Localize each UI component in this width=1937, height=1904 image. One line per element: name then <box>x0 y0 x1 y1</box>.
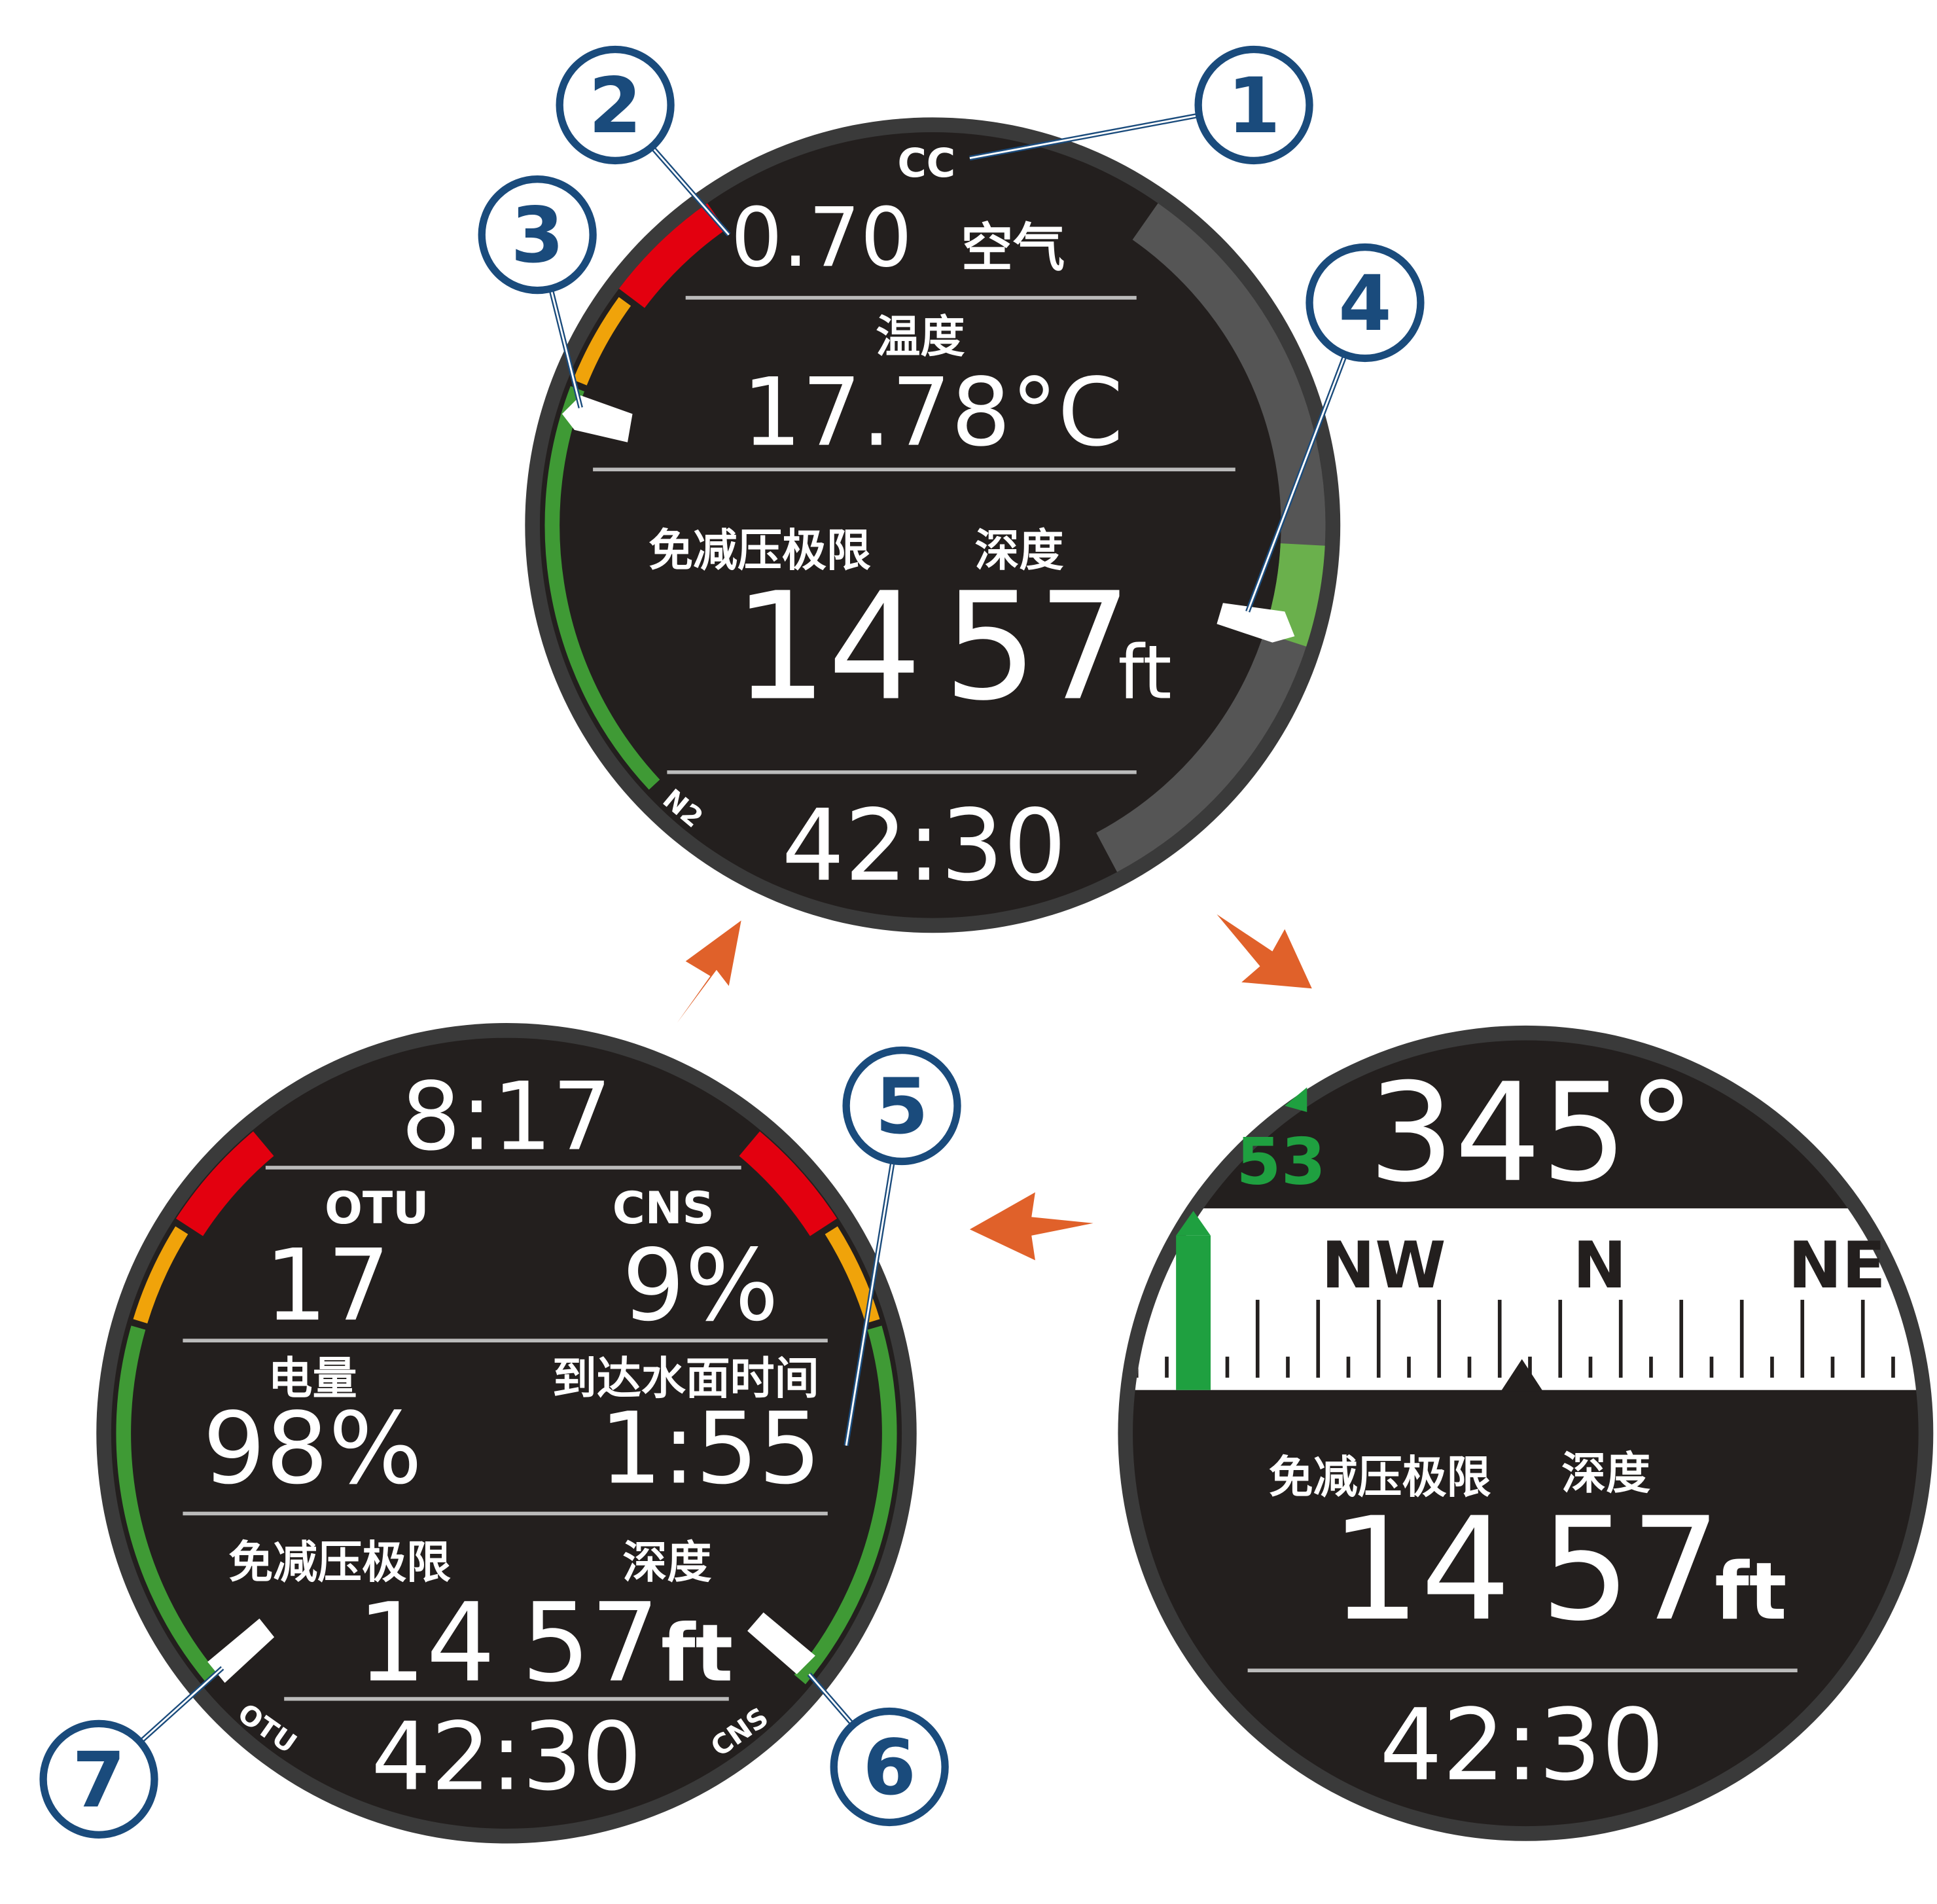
gauge-arc <box>133 1226 188 1324</box>
clock: 8:17 <box>401 1062 612 1172</box>
watch-screen <box>111 1037 902 1829</box>
heading-offset: 53 <box>1236 1124 1326 1199</box>
dive-time: 42:30 <box>781 788 1066 903</box>
unit: ft <box>661 1608 733 1699</box>
callout-number: 1 <box>1227 61 1280 151</box>
label: OTU <box>325 1183 429 1234</box>
label: 深度 <box>622 1537 711 1589</box>
gauge-marker <box>1217 603 1295 643</box>
gauge-arc <box>739 1131 838 1236</box>
callout-circle <box>830 1707 949 1827</box>
label: 电量 <box>268 1353 357 1405</box>
compass-dir: NE <box>1788 1229 1885 1303</box>
label: 到达水面时间 <box>552 1353 819 1405</box>
callout-circle <box>842 1046 961 1166</box>
label: 深度 <box>974 526 1063 577</box>
callout-circle <box>1306 243 1425 363</box>
ndl: 14 <box>1330 1488 1511 1653</box>
gauge-arc <box>618 203 726 308</box>
battery: 98% <box>203 1391 423 1506</box>
unit: ft <box>1118 630 1171 716</box>
depth: 57 <box>1540 1488 1721 1653</box>
temperature: 17.78°C <box>742 358 1124 467</box>
gauge-marker <box>747 1612 815 1674</box>
heading: 345° <box>1368 1054 1696 1212</box>
depth: 57 <box>522 1580 660 1706</box>
label: 免减压极限 <box>228 1537 451 1589</box>
ndl: 14 <box>357 1580 495 1706</box>
gauge-arc <box>794 1325 897 1685</box>
dive-time: 42:30 <box>1379 1687 1664 1803</box>
gauge-arc <box>573 296 631 386</box>
cns: 9% <box>622 1228 779 1343</box>
depth: 57 <box>944 562 1132 734</box>
label: 深度 <box>1561 1448 1650 1500</box>
bearing-marker <box>1176 1235 1211 1390</box>
callout-number: 2 <box>588 61 641 151</box>
callout-circle <box>39 1719 158 1839</box>
callout-circle <box>478 175 597 295</box>
callout-circle <box>556 45 675 165</box>
compass-band <box>1133 1208 1919 1390</box>
label: 免减压极限 <box>649 526 871 577</box>
label: 温度 <box>876 312 965 363</box>
tts: 1:55 <box>599 1391 821 1506</box>
label: 免减压极限 <box>1269 1452 1491 1503</box>
watch-screen <box>539 132 1326 918</box>
callout-number: 4 <box>1338 259 1391 348</box>
compass-dir: N <box>1573 1229 1627 1303</box>
gauge-arc <box>116 1325 219 1685</box>
arrow <box>969 1192 1093 1261</box>
label: CNS <box>613 1183 715 1234</box>
dive-time: 42:30 <box>371 1702 641 1811</box>
unit: ft <box>1715 1546 1786 1638</box>
ndl: 14 <box>734 562 922 734</box>
compass-dir: NW <box>1321 1229 1446 1303</box>
gauge-arc <box>175 1131 274 1236</box>
arrow <box>677 920 741 1024</box>
otu: 17 <box>264 1228 390 1343</box>
arrow <box>1217 914 1312 989</box>
gauge-marker <box>207 1618 275 1683</box>
gauge-arc <box>544 386 660 790</box>
bearing-marker <box>1176 1210 1211 1236</box>
gas: 空气 <box>961 217 1065 278</box>
callout-number: 7 <box>72 1735 125 1825</box>
mode: CC <box>897 141 955 187</box>
compass-pointer <box>1501 1359 1543 1392</box>
callout-number: 6 <box>862 1723 915 1812</box>
callout-number: 5 <box>875 1062 928 1151</box>
callout-number: 3 <box>510 190 563 280</box>
bearing-arrow <box>1285 1087 1307 1112</box>
po2: 0.70 <box>731 190 912 285</box>
callout-circle <box>1194 45 1313 165</box>
